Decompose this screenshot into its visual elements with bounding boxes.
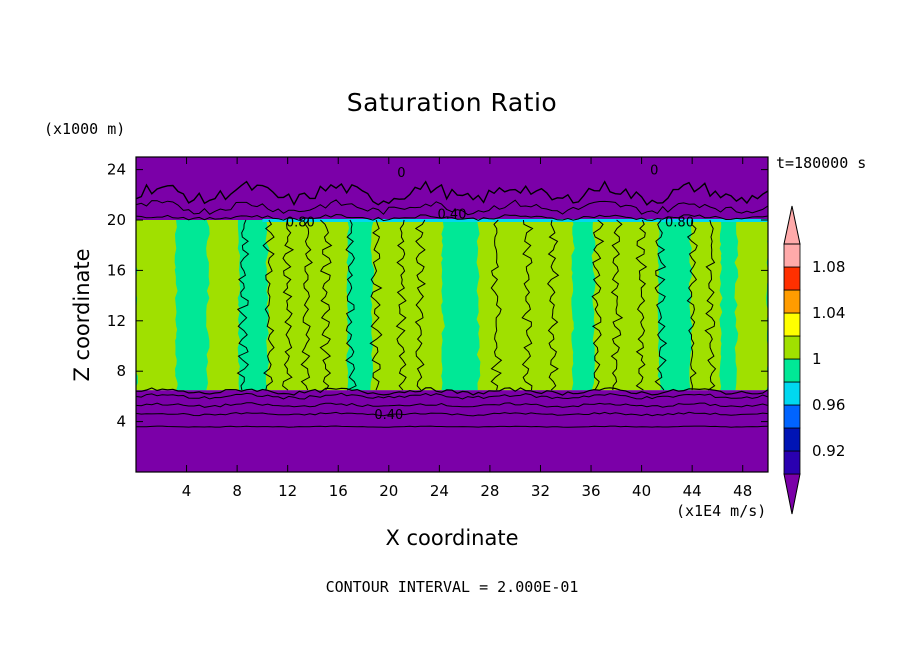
cloud-band-7 bbox=[441, 220, 481, 391]
x-tick-label: 48 bbox=[733, 482, 752, 500]
y-tick-label: 4 bbox=[116, 413, 126, 431]
y-tick-label: 12 bbox=[107, 312, 126, 330]
cloud-band-13 bbox=[719, 220, 739, 391]
x-axis-unit: (x1E4 m/s) bbox=[676, 502, 767, 520]
y-axis-unit: (x1000 m) bbox=[44, 120, 126, 138]
contour-upper-0.40 bbox=[136, 180, 768, 207]
time-label: t=180000 s bbox=[776, 154, 867, 172]
colorbar-tick-label: 0.92 bbox=[812, 442, 845, 460]
cloud-band-1 bbox=[174, 220, 211, 391]
contour-lower-0.80 bbox=[136, 387, 768, 396]
plot-border bbox=[135, 156, 769, 473]
x-tick-label: 12 bbox=[278, 482, 297, 500]
cloud-contour-2 bbox=[282, 219, 295, 391]
colorbar-box-7 bbox=[783, 289, 801, 314]
contour-lower-0.50 bbox=[136, 402, 768, 408]
cloud-contour-7 bbox=[395, 219, 407, 391]
cloud-contour-12 bbox=[591, 219, 605, 391]
cloud-band-8 bbox=[476, 220, 576, 391]
cloud-contour-13 bbox=[610, 219, 624, 391]
cloud-contour-6 bbox=[369, 219, 383, 391]
x-tick-label: 28 bbox=[480, 482, 499, 500]
cloud-band-14 bbox=[734, 220, 768, 391]
contour-lower-0.20 bbox=[136, 425, 768, 428]
colorbar-upper-triangle bbox=[783, 205, 801, 245]
cloud-contour-4 bbox=[319, 219, 333, 391]
colorbar-tick-label: 0.96 bbox=[812, 396, 845, 414]
colorbar-box-1 bbox=[783, 427, 801, 452]
x-tick-label: 20 bbox=[379, 482, 398, 500]
y-tick-label: 8 bbox=[116, 362, 126, 380]
region-2 bbox=[136, 390, 768, 472]
cloud-contour-1 bbox=[262, 219, 275, 391]
y-tick-label: 20 bbox=[107, 211, 126, 229]
chart-title: Saturation Ratio bbox=[346, 88, 558, 117]
colorbar-tick-label: 1 bbox=[812, 350, 822, 368]
cloud-band-6 bbox=[370, 220, 446, 391]
x-tick-label: 8 bbox=[232, 482, 242, 500]
colorbar-box-9 bbox=[783, 243, 801, 268]
colorbar: 0.92 0.96 1 1.04 1.08 bbox=[783, 205, 845, 515]
plot-frame bbox=[135, 156, 769, 473]
cloud-band-4 bbox=[265, 220, 350, 391]
contour-label-3: 0.40 bbox=[374, 408, 403, 423]
y-tick-label: 16 bbox=[107, 261, 126, 279]
cloud-top-strip bbox=[262, 219, 768, 222]
cloud-contour-15 bbox=[654, 219, 668, 391]
contour-label-1: 0.40 bbox=[438, 208, 467, 223]
colorbar-box-8 bbox=[783, 266, 801, 291]
cloud-band-10 bbox=[591, 220, 662, 391]
cloud-band-5 bbox=[346, 220, 375, 391]
y-tick-label: 24 bbox=[107, 161, 126, 179]
colorbar-box-3 bbox=[783, 381, 801, 406]
colorbar-tick-label: 1.08 bbox=[812, 258, 845, 276]
colorbar-lower-triangle bbox=[783, 473, 801, 515]
x-tick-label: 16 bbox=[329, 482, 348, 500]
contour-lower-0.60 bbox=[136, 392, 768, 400]
cloud-band-2 bbox=[206, 220, 242, 391]
contour-upper-0.60 bbox=[136, 199, 768, 216]
contour-label-4: 0 bbox=[397, 166, 405, 181]
contour-label-5: 0 bbox=[650, 164, 658, 179]
x-tick-label: 4 bbox=[182, 482, 192, 500]
x-tick-label: 36 bbox=[581, 482, 600, 500]
contour-label-2: 0.80 bbox=[665, 215, 694, 230]
cloud-contour-3 bbox=[300, 219, 313, 391]
x-tick-label: 32 bbox=[531, 482, 550, 500]
colorbar-box-5 bbox=[783, 335, 801, 360]
colorbar-box-2 bbox=[783, 404, 801, 429]
colorbar-box-6 bbox=[783, 312, 801, 337]
cloud-contour-11 bbox=[547, 219, 560, 391]
contour-interval-note: CONTOUR INTERVAL = 2.000E-01 bbox=[325, 578, 579, 596]
cloud-contour-9 bbox=[490, 219, 503, 391]
contour-label-0: 0.80 bbox=[286, 215, 315, 230]
x-tick-label: 24 bbox=[430, 482, 449, 500]
colorbar-tick-label: 1.04 bbox=[812, 304, 845, 322]
x-tick-label: 44 bbox=[683, 482, 702, 500]
colorbar-box-4 bbox=[783, 358, 801, 383]
cloud-contour-8 bbox=[414, 219, 426, 391]
cloud-contour-14 bbox=[635, 219, 648, 391]
contour-upper-0.80 bbox=[136, 213, 768, 222]
contour-field: 0.80 0.40 0.80 0.40 0 0 bbox=[136, 157, 768, 472]
x-tick-label: 40 bbox=[632, 482, 651, 500]
contour-lower-0.40 bbox=[136, 411, 768, 417]
cloud-contour-17 bbox=[704, 219, 717, 391]
cloud-contour-10 bbox=[521, 219, 534, 391]
cloud-band-9 bbox=[571, 220, 596, 391]
cloud-contour-0 bbox=[236, 219, 250, 391]
cloud-band-0 bbox=[136, 220, 179, 391]
cloud-band-11 bbox=[657, 220, 693, 391]
x-axis-label: X coordinate bbox=[385, 526, 519, 550]
cloud-contour-5 bbox=[345, 219, 357, 391]
cloud-contour-16 bbox=[686, 219, 698, 391]
colorbar-box-0 bbox=[783, 450, 801, 475]
